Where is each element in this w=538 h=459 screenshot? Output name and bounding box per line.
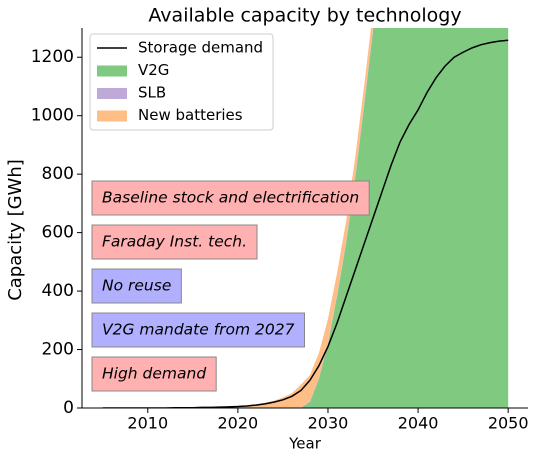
x-tick-label: 2030: [308, 414, 349, 433]
annotation: No reuse: [102, 277, 171, 295]
legend-label: V2G: [138, 61, 169, 79]
x-tick-label: 2010: [127, 414, 168, 433]
chart-title: Available capacity by technology: [148, 5, 461, 27]
annotation: V2G mandate from 2027: [102, 321, 295, 339]
legend-label: SLB: [138, 84, 166, 102]
legend: Storage demand V2G SLB New batteries: [89, 33, 274, 131]
y-tick-label: 1200: [31, 47, 74, 67]
x-tick-label: 2020: [218, 414, 259, 433]
legend-swatch: [97, 88, 127, 99]
y-tick-label: 200: [42, 340, 74, 360]
x-axis-label: Year: [288, 435, 322, 453]
x-tick-label: 2040: [398, 414, 439, 433]
annotation-box: [91, 356, 217, 392]
y-axis-label: Capacity [GWh]: [5, 159, 26, 301]
y-tick-label: 800: [42, 164, 74, 184]
y-tick-label: 600: [42, 223, 74, 243]
annotation-box: [91, 312, 305, 348]
area: [102, 28, 509, 408]
legend-swatch: [97, 110, 127, 122]
legend-label: Storage demand: [138, 39, 263, 57]
annotation-box: [91, 268, 182, 304]
y-tick-label: 400: [42, 281, 74, 301]
annotation-box: [91, 180, 370, 216]
legend-label: New batteries: [138, 106, 243, 124]
annotation: Faraday Inst. tech.: [102, 233, 247, 251]
annotation: Baseline stock and electrification: [102, 189, 359, 207]
y-tick-label: 0: [63, 398, 74, 418]
x-tick-label: 2050: [488, 414, 529, 433]
legend-box: [89, 33, 274, 131]
annotation-box: [91, 224, 258, 260]
annotation: High demand: [102, 365, 206, 383]
legend-swatch: [97, 65, 127, 77]
y-tick-label: 1000: [31, 106, 74, 126]
